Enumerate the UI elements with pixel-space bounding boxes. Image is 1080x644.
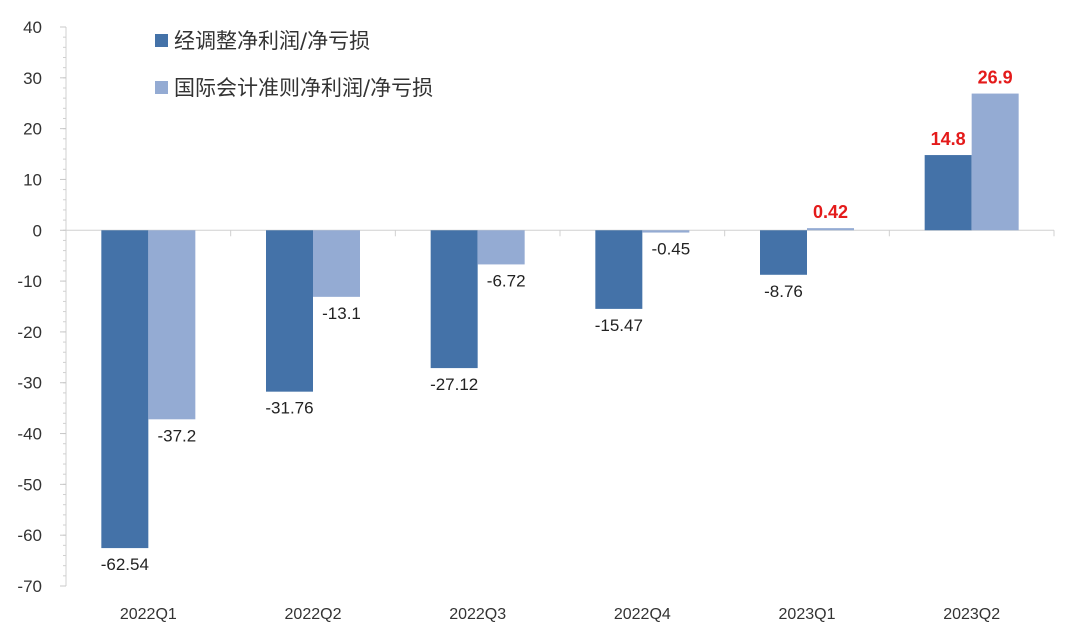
bar-adjusted: [924, 155, 972, 231]
y-axis: 40 30 20 10 0 -10 -20 -30 -40 -50 -60 -70: [17, 18, 67, 596]
bar-adjusted: [595, 230, 643, 309]
y-tick-label: -40: [17, 425, 42, 444]
y-tick-label: 20: [23, 120, 42, 139]
x-category-label: 2022Q1: [120, 606, 177, 623]
bar-ifrs: [807, 228, 854, 231]
data-label: 26.9: [978, 68, 1013, 88]
bar-adjusted: [266, 230, 313, 392]
x-category-label: 2023Q2: [943, 606, 1000, 623]
data-label: -13.1: [322, 304, 361, 323]
y-tick-label: 10: [23, 170, 42, 189]
data-label: 0.42: [813, 202, 848, 222]
x-axis: 2022Q1 2022Q2 2022Q3 2022Q4 2023Q1 2023Q2: [65, 229, 1055, 623]
y-tick-label: -10: [17, 272, 42, 291]
y-tick-label: 30: [23, 69, 42, 88]
legend: 经调整净利润/净亏损 国际会计准则净利润/净亏损: [155, 29, 433, 100]
data-label: -31.76: [265, 399, 313, 418]
x-category-label: 2023Q1: [779, 606, 836, 623]
data-label: -62.54: [101, 555, 149, 574]
bar-ifrs: [477, 230, 525, 265]
data-labels: -62.54 -37.2 -31.76 -13.1 -27.12 -6.72 -15.47 -…: [101, 68, 1013, 575]
bar-ifrs: [971, 93, 1019, 231]
y-tick-label: -50: [17, 475, 42, 494]
data-label: -27.12: [430, 375, 478, 394]
legend-swatch-ifrs: [155, 81, 168, 94]
data-label: -37.2: [157, 426, 196, 445]
data-label: -0.45: [651, 240, 690, 259]
x-category-label: 2022Q3: [449, 606, 506, 623]
bar-ifrs: [148, 230, 196, 420]
data-label: -15.47: [595, 316, 643, 335]
bar-adjusted: [430, 230, 478, 369]
bar-ifrs: [313, 230, 360, 297]
y-tick-label: -70: [17, 577, 42, 596]
y-tick-label: 0: [33, 221, 42, 240]
legend-swatch-adjusted: [155, 34, 168, 47]
data-label: -8.76: [764, 282, 803, 301]
y-tick-label: 40: [23, 18, 42, 37]
y-tick-label: -60: [17, 526, 42, 545]
x-category-label: 2022Q2: [285, 606, 342, 623]
y-tick-label: -30: [17, 374, 42, 393]
data-label: 14.8: [931, 129, 966, 149]
legend-label-adjusted: 经调整净利润/净亏损: [174, 29, 370, 53]
bar-ifrs: [642, 230, 690, 233]
bar-adjusted: [760, 230, 807, 275]
bars: [101, 93, 1019, 549]
legend-label-ifrs: 国际会计准则净利润/净亏损: [174, 76, 433, 100]
bar-adjusted: [101, 230, 149, 549]
data-label: -6.72: [487, 271, 526, 290]
x-category-label: 2022Q4: [614, 606, 671, 623]
y-tick-label: -20: [17, 323, 42, 342]
